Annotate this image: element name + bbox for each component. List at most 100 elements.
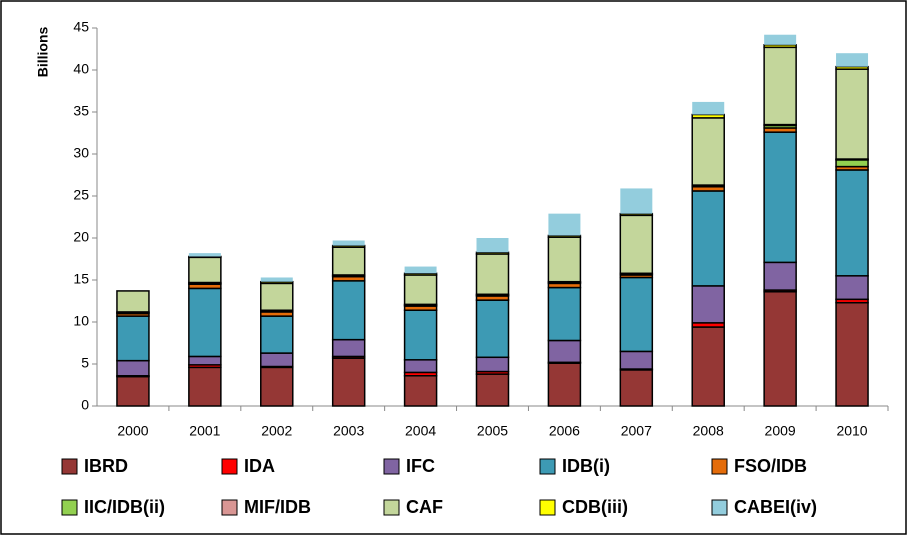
bar-segment [403,375,438,407]
bar-segment [260,366,294,407]
x-tick-label: 2008 [693,423,724,439]
bar-segment [619,350,654,370]
legend-swatch [61,458,78,475]
bar-segment [619,214,654,275]
bar-segment [475,299,510,359]
bar-segment [188,253,221,257]
bar-segment [620,188,653,214]
bar-segment [331,338,366,358]
bar-segment [403,272,438,276]
legend-label: CABEI(iv) [734,497,817,517]
bar-segment [331,244,366,248]
bar-segment [763,291,797,407]
bar-segment [835,68,869,160]
bar-segment [763,131,797,264]
y-tick-label: 15 [73,271,89,287]
x-tick-label: 2003 [333,423,364,439]
bar-segment [691,326,725,407]
bar-segment [260,280,294,285]
bar-segment [403,309,438,361]
bar-segment [331,280,366,341]
bar-segment [188,287,222,358]
bar-segment [260,315,294,354]
y-axis-title: Billions [35,27,51,78]
bar-segment [476,238,509,253]
bar-segment [764,34,797,45]
bar-segment [619,212,654,217]
bar-segment [835,301,869,407]
legend-swatch [383,499,400,516]
bar-segment [835,169,869,277]
legend-label: CAF [406,497,443,517]
bar-segment [692,101,725,115]
bar-segment [547,339,582,364]
bar-segment [404,266,437,274]
bar-segment [188,366,222,407]
bar-segment [188,255,222,259]
bar-segment [260,352,294,368]
bar-segment [763,261,797,291]
bar-segment [116,375,150,407]
bar-segment [260,282,294,311]
legend-label: MIF/IDB [244,497,311,517]
y-tick-label: 35 [73,103,89,119]
legend-swatch [383,458,400,475]
bar-segment [475,356,510,373]
legend-swatch [61,499,78,516]
bar-segment [188,256,222,284]
bar-segment [763,44,797,49]
bar-segment [835,159,869,168]
bar-segment [188,355,222,366]
bar-segment [116,290,150,313]
x-tick-label: 2007 [621,423,652,439]
bar-segment [116,359,150,377]
bar-segment [331,246,366,276]
bar-segment [475,253,510,296]
y-tick-label: 45 [73,19,89,35]
bar-segment [475,251,510,255]
bar-segment [116,315,150,362]
y-tick-label: 20 [73,229,89,245]
y-tick-label: 10 [73,313,89,329]
legend-swatch [221,458,238,475]
x-tick-label: 2000 [117,423,148,439]
bar-segment [403,274,438,306]
bar-segment [619,369,654,407]
bar-segment [547,234,582,238]
bar-segment [691,285,725,324]
x-tick-label: 2005 [477,423,508,439]
y-tick-label: 5 [81,355,89,371]
legend-label: FSO/IDB [734,456,807,476]
y-tick-label: 25 [73,187,89,203]
bar-segment [836,53,869,67]
legend-swatch [539,499,556,516]
x-tick-label: 2010 [836,423,867,439]
x-tick-label: 2004 [405,423,436,439]
legend-label: IIC/IDB(ii) [84,497,165,517]
bar-segment [691,190,725,287]
legend-label: CDB(iii) [562,497,628,517]
legend-swatch [221,499,238,516]
bar-segment [475,373,510,407]
y-tick-label: 0 [81,397,89,413]
x-tick-label: 2002 [261,423,292,439]
bar-segment [403,359,438,374]
bar-segment [331,357,366,407]
legend-swatch [711,499,728,516]
bar-segment [763,46,797,126]
legend-swatch [539,458,556,475]
legend-label: IDA [244,456,275,476]
bar-segment [835,275,869,301]
bar-segment [691,117,725,186]
y-tick-label: 40 [73,61,89,77]
bar-segment [619,276,654,353]
bar-segment [332,240,365,246]
bar-segment [548,213,581,236]
y-tick-label: 30 [73,145,89,161]
legend-label: IBRD [84,456,128,476]
bar-segment [835,65,869,70]
bar-segment [691,113,725,119]
